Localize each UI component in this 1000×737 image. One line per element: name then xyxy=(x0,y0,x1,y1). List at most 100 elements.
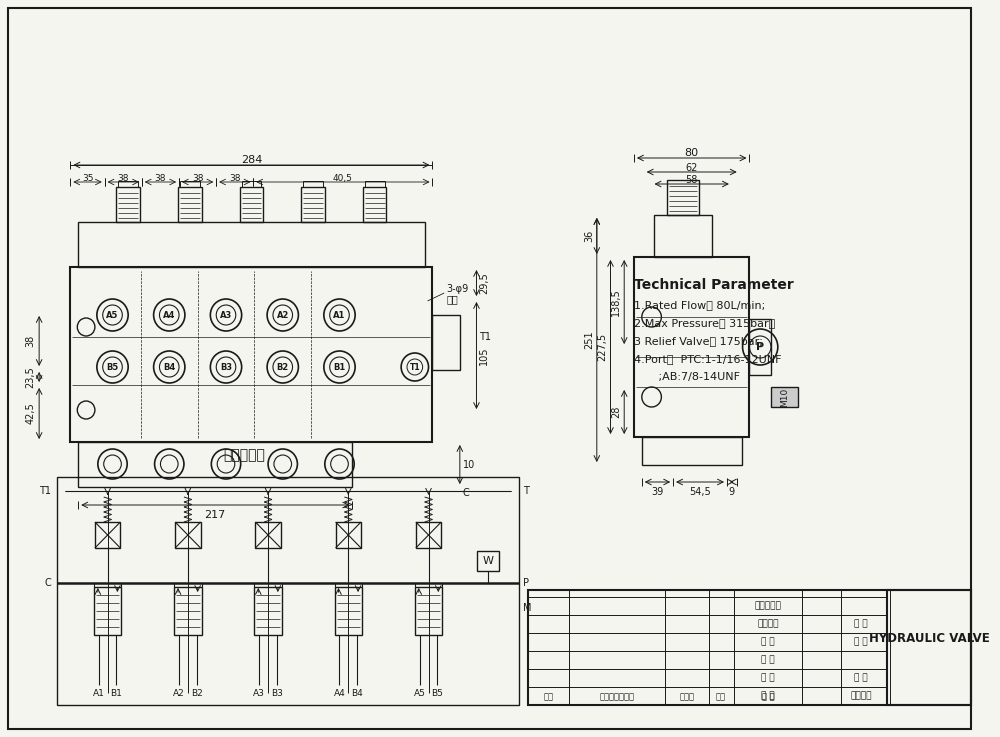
Text: 38: 38 xyxy=(229,173,241,183)
Text: 日期: 日期 xyxy=(716,693,726,702)
Bar xyxy=(477,551,499,571)
Bar xyxy=(336,522,361,548)
Text: 40,5: 40,5 xyxy=(333,173,353,183)
Bar xyxy=(771,387,798,407)
Text: M: M xyxy=(523,603,532,613)
Text: 共 局: 共 局 xyxy=(854,638,868,646)
Text: 38: 38 xyxy=(192,173,203,183)
Text: B2: B2 xyxy=(191,688,203,697)
Text: 28: 28 xyxy=(611,406,621,418)
Bar xyxy=(174,587,202,635)
Bar xyxy=(180,181,200,187)
Text: 38: 38 xyxy=(25,335,35,347)
Text: B5: B5 xyxy=(431,688,443,697)
Bar xyxy=(70,267,432,442)
Bar xyxy=(415,587,442,635)
Bar xyxy=(363,187,386,222)
Text: 图样标记: 图样标记 xyxy=(850,691,872,700)
Text: A3: A3 xyxy=(220,310,232,320)
Text: T1: T1 xyxy=(39,486,51,496)
Bar xyxy=(749,319,771,375)
Text: 80: 80 xyxy=(685,148,699,158)
Bar xyxy=(335,587,362,635)
Bar xyxy=(416,522,441,548)
Bar xyxy=(118,181,138,187)
Text: 1.Rated Flow： 80L/min;: 1.Rated Flow： 80L/min; xyxy=(634,300,765,310)
Text: B4: B4 xyxy=(163,363,175,371)
Bar xyxy=(178,187,202,222)
Text: 35: 35 xyxy=(82,173,93,183)
Text: C: C xyxy=(44,578,51,588)
Text: 10: 10 xyxy=(463,459,475,469)
Text: A4: A4 xyxy=(334,688,345,697)
Text: 284: 284 xyxy=(241,155,262,165)
Bar xyxy=(95,522,120,548)
Bar xyxy=(887,590,971,705)
Bar xyxy=(78,442,352,487)
Text: B2: B2 xyxy=(277,363,289,371)
Text: 校 对: 校 对 xyxy=(761,638,775,646)
Bar xyxy=(57,477,519,705)
Text: 第 局: 第 局 xyxy=(854,620,868,629)
Text: A1: A1 xyxy=(333,310,346,320)
Text: 58: 58 xyxy=(686,175,698,185)
Bar xyxy=(94,587,121,635)
Text: 39: 39 xyxy=(651,487,664,497)
Bar xyxy=(255,522,281,548)
Text: 105: 105 xyxy=(479,346,489,365)
Text: 54,5: 54,5 xyxy=(689,487,711,497)
Text: A3: A3 xyxy=(253,688,265,697)
Bar xyxy=(78,222,425,267)
Text: Technical Parameter: Technical Parameter xyxy=(634,278,794,292)
Text: 9: 9 xyxy=(729,487,735,497)
Text: A1: A1 xyxy=(93,688,105,697)
Bar xyxy=(634,257,749,437)
Text: ;AB:7/8-14UNF: ;AB:7/8-14UNF xyxy=(634,372,740,382)
Bar xyxy=(667,180,699,215)
Text: T: T xyxy=(523,486,529,496)
Text: T1: T1 xyxy=(479,332,491,342)
Text: C: C xyxy=(463,488,470,498)
Bar xyxy=(242,181,261,187)
Text: 液压原理图: 液压原理图 xyxy=(224,448,266,462)
Bar xyxy=(654,215,712,257)
Text: 3-φ9: 3-φ9 xyxy=(446,284,468,294)
Text: B1: B1 xyxy=(110,688,122,697)
Text: T1: T1 xyxy=(410,363,420,371)
Text: 42,5: 42,5 xyxy=(25,402,35,425)
Text: 227,5: 227,5 xyxy=(598,333,608,361)
Text: P: P xyxy=(756,342,764,352)
Text: 251: 251 xyxy=(584,331,594,349)
Bar xyxy=(175,522,201,548)
Text: 4.Port：  PTC:1-1/16-12UNF: 4.Port： PTC:1-1/16-12UNF xyxy=(634,354,781,364)
Text: 38: 38 xyxy=(155,173,166,183)
Text: W: W xyxy=(483,556,494,566)
Text: A5: A5 xyxy=(106,310,119,320)
Text: 36: 36 xyxy=(584,230,594,242)
Text: 通孔: 通孔 xyxy=(446,294,458,304)
Text: B3: B3 xyxy=(220,363,232,371)
Bar xyxy=(301,187,325,222)
Text: 62: 62 xyxy=(686,163,698,173)
Text: B4: B4 xyxy=(351,688,363,697)
Text: 更改内容和依据: 更改内容和依据 xyxy=(600,693,635,702)
Bar xyxy=(365,181,385,187)
Text: 签 字: 签 字 xyxy=(762,693,774,702)
Text: 29,5: 29,5 xyxy=(479,272,489,294)
Bar xyxy=(642,437,742,465)
Text: 标记: 标记 xyxy=(544,693,554,702)
Text: 23,5: 23,5 xyxy=(25,366,35,388)
Text: B1: B1 xyxy=(333,363,346,371)
Bar xyxy=(240,187,263,222)
Bar xyxy=(254,587,282,635)
Text: 设 计: 设 计 xyxy=(761,691,775,700)
Bar xyxy=(432,315,460,370)
Text: 更改人: 更改人 xyxy=(679,693,694,702)
Text: 38: 38 xyxy=(118,173,129,183)
Text: 制 图: 制 图 xyxy=(761,674,775,682)
Text: 217: 217 xyxy=(205,510,226,520)
Text: A5: A5 xyxy=(414,688,426,697)
Text: A2: A2 xyxy=(173,688,185,697)
Bar xyxy=(116,187,140,222)
Text: 138,5: 138,5 xyxy=(611,288,621,316)
